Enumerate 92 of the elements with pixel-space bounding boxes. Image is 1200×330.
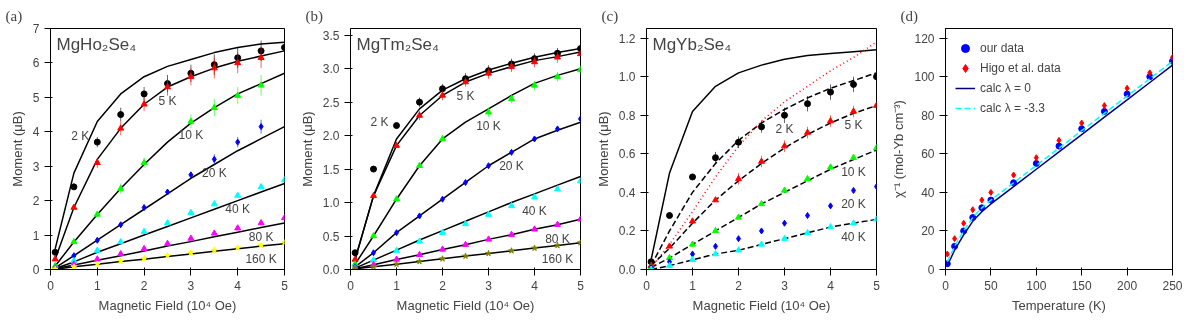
y-tick-label: 100 [914, 70, 935, 85]
x-axis-title: Magnetic Field (10⁴ Oe) [396, 297, 535, 313]
annotation: 20 K [499, 159, 524, 174]
x-tick-label: 0 [942, 278, 950, 293]
y-tick-label: 2.5 [322, 95, 340, 110]
y-axis-title: Moment (μB) [595, 111, 611, 187]
x-tick-label: 1 [689, 278, 697, 293]
x-tick-label: 0 [643, 278, 651, 293]
annotation: 5 K [158, 94, 177, 109]
chart-subtitle: MgHo₂Se₄ [56, 34, 137, 54]
x-tick-label: 1 [93, 278, 101, 293]
y-tick-label: 60 [921, 147, 935, 162]
y-tick-label: 2.0 [322, 129, 340, 144]
y-tick-label: 0.0 [618, 263, 636, 277]
x-tick-label: 5 [577, 278, 585, 293]
x-tick-label: 3 [485, 278, 493, 293]
annotation: 2 K [775, 122, 794, 137]
legend-label: our data [980, 41, 1025, 55]
annotation: 40 K [225, 202, 251, 217]
y-tick-label: 2 [32, 194, 40, 209]
x-tick-label: 4 [531, 278, 539, 293]
legend-label: Higo et al. data [980, 61, 1061, 75]
y-axis-title: χ⁻¹ (mol-Yb cm⁻³) [891, 100, 907, 198]
x-tick-label: 1 [393, 278, 401, 293]
x-tick-label: 4 [234, 278, 242, 293]
y-tick-label: 6 [32, 56, 40, 71]
annotation: 10 K [476, 119, 501, 134]
x-tick-label: 50 [984, 278, 998, 293]
y-tick-label: 120 [914, 31, 935, 46]
legend-label: calc λ = -3.3 [980, 101, 1046, 115]
annotation: 5 K [844, 118, 863, 133]
y-tick-label: 4 [32, 125, 40, 140]
y-tick-label: 80 [921, 108, 935, 123]
annotation: 80 K [248, 230, 274, 245]
y-tick-label: 3.5 [322, 28, 340, 43]
y-tick-label: 1.0 [618, 70, 636, 85]
x-tick-label: 2 [735, 278, 743, 293]
x-axis-title: Temperature (K) [1012, 297, 1106, 313]
annotation: 160 K [541, 252, 574, 267]
x-tick-label: 5 [281, 278, 289, 293]
x-tick-label: 0 [47, 278, 55, 293]
x-tick-label: 200 [1117, 278, 1138, 293]
x-axis-title: Magnetic Field (10⁴ Oe) [692, 297, 831, 313]
y-tick-label: 3.0 [322, 62, 340, 77]
chart-subtitle: MgYb₂Se₄ [652, 34, 732, 54]
y-tick-label: 0.4 [618, 185, 636, 200]
y-tick-label: 40 [921, 185, 935, 200]
x-tick-label: 3 [781, 278, 789, 293]
y-tick-label: 7 [32, 22, 40, 36]
y-tick-label: 1.0 [322, 196, 340, 211]
x-tick-label: 0 [347, 278, 355, 293]
chart-title: (c) [601, 7, 619, 25]
annotation: 20 K [841, 197, 866, 212]
legend-label: calc λ = 0 [980, 81, 1032, 95]
y-tick-label: 0 [32, 263, 40, 277]
y-tick-label: 0.5 [322, 229, 340, 244]
x-tick-label: 4 [827, 278, 835, 293]
chart-title: (d) [900, 7, 918, 25]
annotation: 2 K [370, 114, 389, 129]
y-tick-label: 0.0 [322, 263, 340, 277]
y-tick-label: 1.2 [618, 31, 636, 46]
x-tick-label: 3 [187, 278, 195, 293]
annotation: 40 K [841, 230, 866, 245]
y-tick-label: 5 [32, 90, 40, 105]
x-tick-label: 2 [439, 278, 447, 293]
annotation: 10 K [841, 164, 866, 179]
y-axis-title: Moment (μB) [299, 111, 315, 187]
x-axis-title: Magnetic Field (10⁴ Oe) [98, 297, 237, 313]
chart-subtitle: MgTm₂Se₄ [356, 34, 440, 54]
y-tick-label: 3 [32, 159, 40, 174]
x-tick-label: 100 [1026, 278, 1047, 293]
annotation: 2 K [71, 129, 90, 144]
y-tick-label: 1 [32, 228, 40, 243]
x-tick-label: 250 [1162, 278, 1183, 293]
y-tick-label: 0 [927, 263, 935, 277]
annotation: 10 K [178, 128, 204, 143]
y-tick-label: 1.5 [322, 162, 340, 177]
annotation: 40 K [522, 204, 547, 219]
annotation: 5 K [456, 89, 475, 104]
annotation: 20 K [201, 166, 227, 181]
y-axis-title: Moment (μB) [9, 111, 25, 187]
y-tick-label: 0.2 [618, 224, 636, 239]
y-tick-label: 0.8 [618, 108, 636, 123]
x-tick-label: 150 [1071, 278, 1093, 293]
annotation: 160 K [245, 252, 277, 267]
annotation: 80 K [545, 231, 570, 246]
chart-title: (b) [305, 7, 323, 25]
x-tick-label: 2 [140, 278, 148, 293]
y-tick-label: 20 [921, 224, 935, 239]
x-tick-label: 5 [873, 278, 881, 293]
chart-title: (a) [5, 7, 23, 25]
y-tick-label: 0.6 [618, 147, 636, 162]
